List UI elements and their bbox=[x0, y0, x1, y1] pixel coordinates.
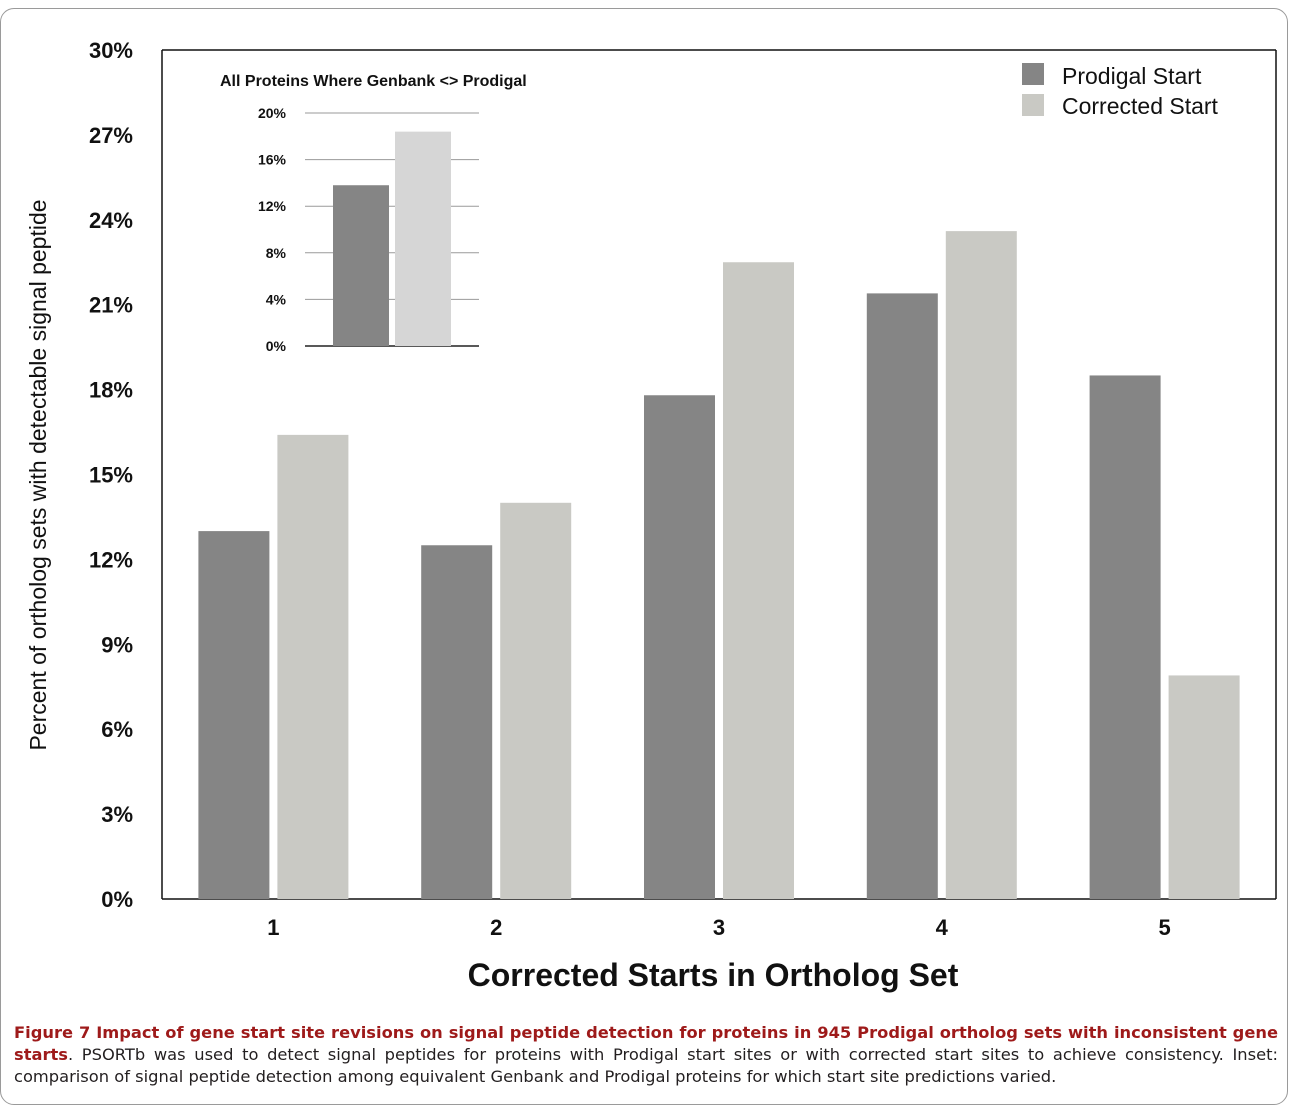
main-y-tick-label: 9% bbox=[101, 632, 133, 657]
legend-label-corrected: Corrected Start bbox=[1062, 93, 1219, 119]
inset-bars bbox=[333, 131, 451, 346]
inset-title: All Proteins Where Genbank <> Prodigal bbox=[220, 73, 527, 90]
inset-y-tick-label: 0% bbox=[266, 338, 287, 354]
main-y-tick-label: 15% bbox=[89, 463, 133, 488]
bar-prodigal-5 bbox=[1089, 375, 1161, 899]
figure-frame bbox=[0, 8, 1288, 1105]
inset-bar-prodigal bbox=[333, 185, 389, 346]
bar-prodigal-4 bbox=[866, 293, 938, 899]
main-y-tick-label: 21% bbox=[89, 293, 133, 318]
bar-corrected-3 bbox=[723, 262, 794, 899]
inset-y-tick-label: 8% bbox=[266, 245, 287, 261]
bar-corrected-5 bbox=[1168, 675, 1240, 899]
x-axis-label: Corrected Starts in Ortholog Set bbox=[468, 957, 959, 993]
main-y-tick-label: 0% bbox=[101, 887, 133, 912]
legend-swatch-prodigal bbox=[1022, 63, 1044, 85]
inset-y-tick-label: 12% bbox=[258, 198, 287, 214]
y-axis-label: Percent of ortholog sets with detectable… bbox=[25, 199, 51, 750]
inset-y-tick-label: 4% bbox=[266, 291, 287, 307]
legend-swatch-corrected bbox=[1022, 94, 1044, 116]
bar-prodigal-1 bbox=[198, 531, 270, 899]
inset-chart: All Proteins Where Genbank <> Prodigal 0… bbox=[220, 73, 527, 354]
x-tick-label: 2 bbox=[490, 915, 502, 940]
x-tick-label: 3 bbox=[713, 915, 725, 940]
bar-corrected-2 bbox=[500, 502, 572, 899]
inset-y-tick-label: 20% bbox=[258, 105, 287, 121]
main-y-tick-label: 30% bbox=[89, 38, 133, 63]
legend: Prodigal Start Corrected Start bbox=[1022, 63, 1219, 119]
main-y-tick-label: 18% bbox=[89, 378, 133, 403]
x-tick-label: 4 bbox=[936, 915, 949, 940]
inset-bar-corrected bbox=[395, 131, 451, 346]
x-tick-label: 1 bbox=[267, 915, 279, 940]
main-y-tick-label: 3% bbox=[101, 802, 133, 827]
main-y-tick-label: 6% bbox=[101, 717, 133, 742]
bar-chart: 0% 3% 6% 9% 12% 15% 18% 21% 24% 27% 30% 1 2 3 4 5 Perc… bbox=[25, 38, 1277, 993]
main-y-tick-label: 24% bbox=[89, 208, 133, 233]
figure-caption: Figure 7 Impact of gene start site revis… bbox=[14, 1022, 1278, 1088]
inset-y-tick-label: 16% bbox=[258, 152, 287, 168]
main-bars bbox=[198, 231, 1240, 899]
x-tick-label: 5 bbox=[1158, 915, 1170, 940]
caption-text: . PSORTb was used to detect signal pepti… bbox=[14, 1045, 1278, 1086]
bar-corrected-4 bbox=[945, 231, 1017, 899]
bar-prodigal-2 bbox=[421, 545, 493, 899]
main-y-tick-label: 12% bbox=[89, 547, 133, 572]
main-x-labels: 1 2 3 4 5 bbox=[267, 915, 1170, 940]
main-y-axis-ticks: 0% 3% 6% 9% 12% 15% 18% 21% 24% 27% 30% bbox=[89, 38, 133, 912]
legend-label-prodigal: Prodigal Start bbox=[1062, 63, 1202, 89]
bar-prodigal-3 bbox=[644, 395, 715, 899]
caption-title: Figure 7 Impact of gene start site revis… bbox=[14, 1023, 1278, 1064]
main-y-tick-label: 27% bbox=[89, 123, 133, 148]
bar-corrected-1 bbox=[277, 434, 349, 899]
